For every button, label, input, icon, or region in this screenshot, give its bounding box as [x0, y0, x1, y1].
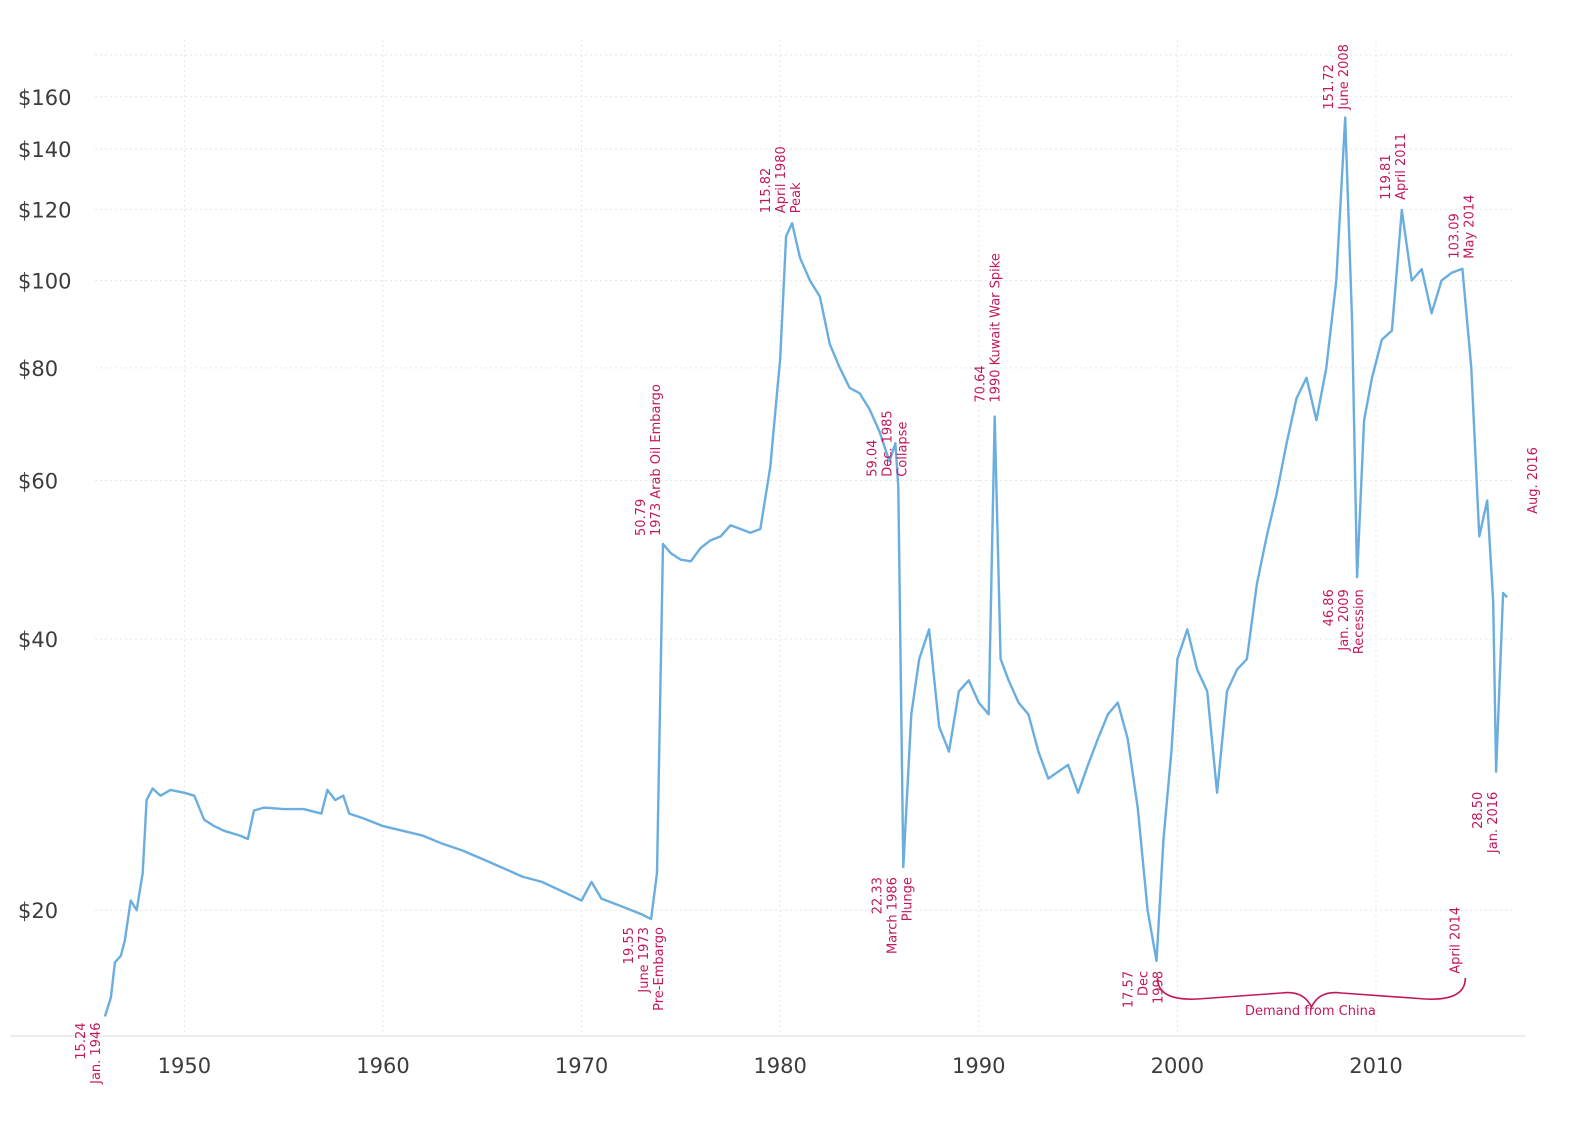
x-tick-label: 1950: [158, 1054, 211, 1078]
annotation: 70.64 1990 Kuwait War Spike: [974, 253, 1004, 402]
annotation-line: 59.04: [865, 440, 880, 477]
annotation: Aug. 2016: [1526, 447, 1541, 514]
annotation: 22.33 March 1986 Plunge: [870, 877, 915, 954]
x-tick-label: 1990: [952, 1054, 1005, 1078]
annotation: 15.24 Jan. 1946: [74, 1023, 104, 1085]
annotation-line: April 2011: [1394, 133, 1409, 200]
y-axis-ticks: $20 $40 $60 $80 $100 $120 $140 $160: [18, 86, 71, 923]
annotation-line: Jan. 2009: [1337, 589, 1352, 651]
x-axis-ticks: 1950 1960 1970 1980 1990 2000 2010: [158, 1054, 1403, 1078]
x-tick-label: 1970: [555, 1054, 608, 1078]
china-demand-brace: [1156, 977, 1467, 1009]
annotation-line: March 1986: [885, 877, 900, 954]
x-tick-label: 1960: [356, 1054, 409, 1078]
price-line: [103, 116, 1508, 1017]
annotation: 17.57 Dec 1998: [1122, 971, 1167, 1008]
annotation-line: 70.64: [974, 365, 989, 402]
y-tick-label: $60: [18, 469, 58, 493]
gridlines: [95, 40, 1515, 1036]
annotation-line: 1990 Kuwait War Spike: [989, 253, 1004, 402]
annotation-line: May 2014: [1462, 195, 1477, 259]
annotation-line: Pre-Embargo: [652, 927, 667, 1011]
annotation: 28.50 Jan. 2016: [1471, 792, 1501, 854]
annotation: 115.82 April 1980 Peak: [759, 146, 804, 213]
annotation-line: Peak: [789, 182, 804, 213]
annotation: 59.04 Dec. 1985 Collapse: [865, 410, 910, 477]
annotation-line: April 1980: [774, 146, 789, 213]
annotation: 19.55 June 1973 Pre-Embargo: [622, 927, 667, 1011]
price-series: [103, 116, 1508, 1017]
annotation-line: 50.79: [634, 499, 649, 536]
y-tick-label: $20: [18, 899, 58, 923]
annotation-line: Jan. 2016: [1486, 792, 1501, 854]
annotation-line: Aug. 2016: [1526, 447, 1541, 514]
annotations: 15.24 Jan. 1946 19.55 June 1973 Pre-Embargo 5…: [74, 44, 1541, 1085]
y-tick-label: $40: [18, 628, 58, 652]
annotation: 46.86 Jan. 2009 Recession: [1322, 589, 1367, 654]
annotation-line: Demand from China: [1245, 1004, 1376, 1019]
annotation-line: Collapse: [895, 422, 910, 477]
annotation-line: 1998: [1152, 971, 1167, 1004]
annotation-line: 151.72: [1322, 64, 1337, 110]
annotation: 151.72 June 2008: [1322, 44, 1352, 111]
annotation: 50.79 1973 Arab Oil Embargo: [634, 384, 664, 536]
annotation-line: 46.86: [1322, 589, 1337, 626]
annotation-line: 15.24: [74, 1023, 89, 1060]
y-tick-label: $160: [18, 86, 71, 110]
annotation-line: 103.09: [1447, 213, 1462, 259]
annotation-line: 28.50: [1471, 792, 1486, 829]
annotation-line: 22.33: [870, 877, 885, 914]
annotation: April 2014: [1448, 907, 1463, 974]
annotation-line: Recession: [1352, 589, 1367, 654]
annotation-line: 115.82: [759, 168, 774, 214]
y-tick-label: $140: [18, 138, 71, 162]
annotation: 119.81 April 2011: [1379, 133, 1409, 200]
x-tick-label: 2000: [1151, 1054, 1204, 1078]
y-tick-label: $80: [18, 357, 58, 381]
annotation-line: April 2014: [1448, 907, 1463, 974]
y-tick-label: $120: [18, 198, 71, 222]
x-tick-label: 1980: [753, 1054, 806, 1078]
x-tick-label: 2010: [1349, 1054, 1402, 1078]
annotation-line: 119.81: [1379, 154, 1394, 200]
brace-line: [1156, 977, 1467, 1009]
annotation-line: June 2008: [1337, 44, 1352, 111]
annotation-line: Dec: [1137, 971, 1152, 996]
annotation: 103.09 May 2014: [1447, 195, 1477, 259]
annotation-line: Jan. 1946: [89, 1023, 104, 1085]
annotation-line: 1973 Arab Oil Embargo: [649, 384, 664, 536]
y-tick-label: $100: [18, 270, 71, 294]
annotation-line: Plunge: [900, 877, 915, 921]
annotation-line: 17.57: [1122, 971, 1137, 1008]
annotation-line: 19.55: [622, 927, 637, 964]
annotation-line: Dec. 1985: [880, 410, 895, 477]
annotation: Demand from China: [1245, 1004, 1376, 1019]
annotation-line: June 1973: [637, 927, 652, 994]
